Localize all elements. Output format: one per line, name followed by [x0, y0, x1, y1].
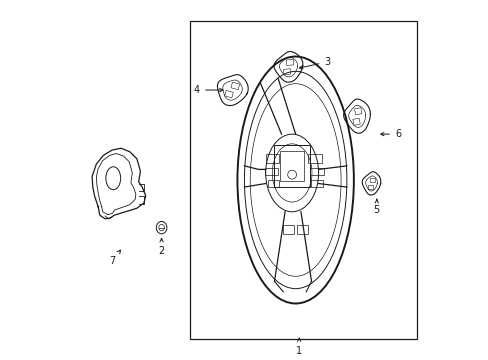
Text: 5: 5: [373, 199, 379, 215]
Text: 7: 7: [109, 250, 120, 266]
Text: 6: 6: [380, 129, 400, 139]
Text: 2: 2: [158, 239, 164, 256]
Text: 1: 1: [296, 346, 302, 356]
Text: 3: 3: [299, 57, 330, 69]
Text: 4: 4: [193, 85, 223, 95]
